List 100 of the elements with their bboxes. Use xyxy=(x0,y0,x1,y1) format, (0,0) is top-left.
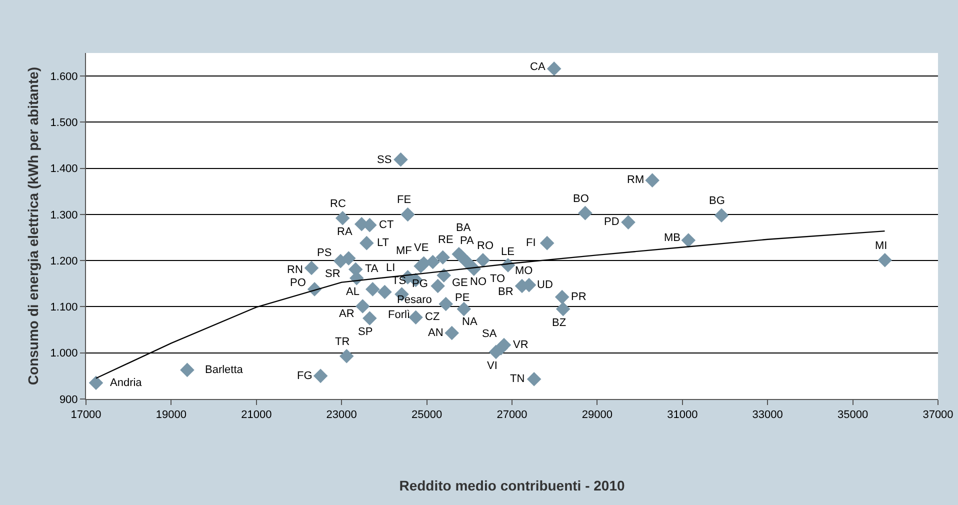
data-label: GE xyxy=(452,277,468,289)
data-label: RO xyxy=(477,240,494,252)
data-label: PE xyxy=(455,292,470,304)
point xyxy=(180,362,194,378)
data-label: MI xyxy=(875,240,888,252)
data-label: NA xyxy=(462,316,478,328)
point xyxy=(304,260,319,276)
y-tick-label: 1.500 xyxy=(50,117,78,130)
data-label: Forlì xyxy=(388,309,410,321)
x-tick-label: 25000 xyxy=(412,409,442,422)
data-label: PA xyxy=(460,235,475,247)
point xyxy=(556,302,570,316)
y-axis-title: Consumo di energia elettrica (kWh per abitante) xyxy=(24,66,41,386)
data-label: FI xyxy=(526,237,536,249)
x-tick-label: 23000 xyxy=(326,409,357,422)
data-label: PO xyxy=(290,277,306,289)
x-tick-label: 35000 xyxy=(838,409,868,422)
point xyxy=(88,376,104,390)
data-label: TO xyxy=(490,273,506,285)
y-tick-label: 1.000 xyxy=(50,348,78,360)
point xyxy=(444,326,459,340)
data-label: BR xyxy=(498,286,514,298)
point xyxy=(546,62,562,76)
point xyxy=(378,284,392,300)
point xyxy=(339,348,354,364)
data-label: AL xyxy=(346,286,360,298)
data-label: AN xyxy=(428,327,444,339)
point xyxy=(416,256,431,271)
data-label: SS xyxy=(377,154,392,166)
data-label: Pesaro xyxy=(397,294,432,306)
data-label: CA xyxy=(530,61,546,73)
point xyxy=(436,268,451,283)
data-label: SP xyxy=(358,326,373,338)
point xyxy=(360,236,374,250)
point xyxy=(335,211,350,226)
data-label: BZ xyxy=(552,317,566,329)
x-tick-label: 27000 xyxy=(496,409,528,422)
data-label: RC xyxy=(330,198,346,210)
y-tick-label: 900 xyxy=(59,394,78,406)
x-axis-title: Reddito medio contribuenti - 2010 xyxy=(399,478,625,494)
point xyxy=(526,372,542,386)
data-label: AR xyxy=(339,308,354,320)
point xyxy=(621,215,636,230)
y-tick-label: 1.300 xyxy=(50,209,78,222)
point xyxy=(366,282,380,296)
y-tick-label: 1.200 xyxy=(50,255,78,268)
data-label: VI xyxy=(487,360,498,372)
y-tick-label: 1.100 xyxy=(50,302,78,314)
point xyxy=(554,290,570,304)
y-tick-label: 1.600 xyxy=(50,70,78,83)
point xyxy=(681,233,696,248)
data-label: Barletta xyxy=(205,364,244,376)
data-label: RM xyxy=(627,174,644,186)
data-label: RE xyxy=(438,234,454,246)
point xyxy=(400,207,415,222)
data-label: TR xyxy=(335,336,350,348)
point xyxy=(341,251,356,266)
x-tick-label: 29000 xyxy=(582,409,612,422)
point xyxy=(578,206,592,220)
data-label: TN xyxy=(510,373,525,385)
y-tick-label: 1.400 xyxy=(50,163,78,176)
data-label: PS xyxy=(317,247,332,259)
point xyxy=(430,278,445,294)
point xyxy=(456,302,472,316)
data-label: BO xyxy=(573,193,590,205)
data-label: LT xyxy=(377,237,390,249)
point xyxy=(394,152,408,167)
data-label: PD xyxy=(604,216,620,228)
point xyxy=(313,368,328,384)
data-label: PG xyxy=(412,278,428,290)
data-label: PR xyxy=(571,291,586,303)
point xyxy=(540,236,554,250)
point xyxy=(362,311,377,326)
x-tick-label: 19000 xyxy=(156,409,186,422)
data-label: MF xyxy=(396,245,412,257)
data-label: Andria xyxy=(110,377,143,389)
data-label: VE xyxy=(414,242,429,254)
data-label: FG xyxy=(297,370,312,382)
point xyxy=(714,208,729,223)
data-label: CT xyxy=(379,219,394,231)
x-tick-label: 17000 xyxy=(70,409,102,422)
data-label: FE xyxy=(397,194,412,206)
data-label: CZ xyxy=(425,311,440,323)
data-label: RA xyxy=(337,226,353,238)
data-label: LE xyxy=(501,246,514,258)
data-label: MB xyxy=(664,232,680,244)
point xyxy=(438,296,453,312)
point xyxy=(355,299,370,314)
data-label: NO xyxy=(470,276,487,288)
data-label: LI xyxy=(386,262,396,274)
data-label: MO xyxy=(515,265,534,277)
x-tick-label: 37000 xyxy=(922,409,954,422)
data-label: SA xyxy=(482,328,498,340)
point xyxy=(878,252,892,268)
data-label: BA xyxy=(456,222,472,234)
data-label: SR xyxy=(325,268,340,280)
x-tick-label: 31000 xyxy=(667,409,698,422)
point xyxy=(476,252,490,268)
x-tick-label: 33000 xyxy=(752,409,783,422)
data-label: TA xyxy=(365,263,379,275)
